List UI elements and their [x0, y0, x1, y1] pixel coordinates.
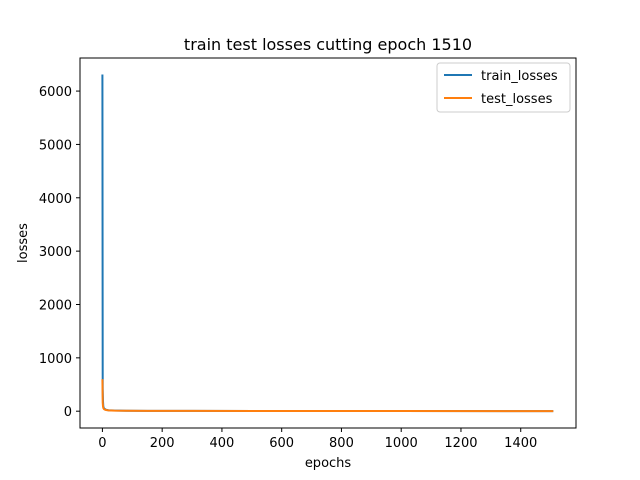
- x-tick-label: 1400: [504, 436, 537, 451]
- y-tick-label: 1000: [39, 352, 72, 367]
- y-tick-label: 2000: [39, 298, 72, 313]
- series-line-test-losses: [101, 379, 554, 413]
- x-tick-label: 200: [150, 436, 175, 451]
- legend-label-test-losses: test_losses: [481, 92, 553, 107]
- x-axis-label: epochs: [305, 456, 352, 471]
- y-tick-label: 4000: [39, 192, 72, 207]
- x-tick-label: 1200: [444, 436, 477, 451]
- x-tick-label: 1000: [385, 436, 418, 451]
- y-tick-label: 3000: [39, 245, 72, 260]
- plot-frame: [79, 57, 577, 429]
- x-tick-label: 0: [98, 436, 106, 451]
- y-tick-label: 6000: [39, 85, 72, 100]
- legend-label-train-losses: train_losses: [481, 69, 558, 84]
- y-axis-label: losses: [16, 223, 31, 263]
- chart-title: train test losses cutting epoch 1510: [184, 35, 472, 54]
- x-tick-label: 400: [210, 436, 235, 451]
- y-tick-label: 0: [64, 405, 72, 420]
- y-tick-label: 5000: [39, 138, 72, 153]
- legend: train_losses test_losses: [436, 62, 571, 113]
- x-tick-label: 800: [329, 436, 354, 451]
- series-lines: [101, 74, 554, 413]
- axis-ticks: 0 200 400 600 800 1000 1200 1400 0 1000 2000 3000 40…: [39, 85, 537, 451]
- x-tick-label: 600: [269, 436, 294, 451]
